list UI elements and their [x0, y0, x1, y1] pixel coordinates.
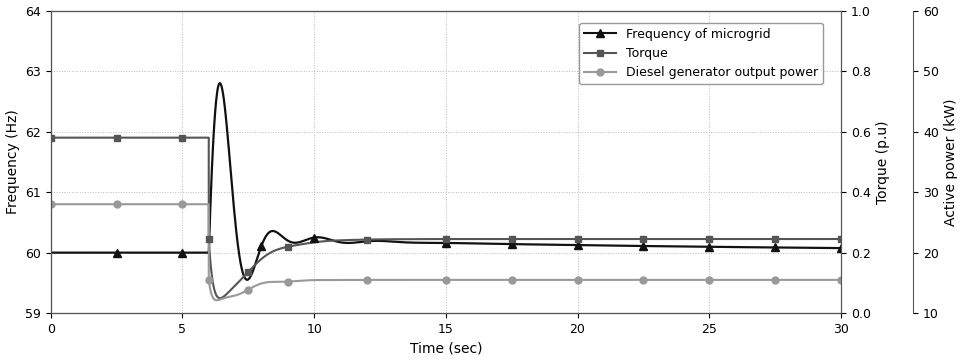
Y-axis label: Torque (p.u): Torque (p.u): [876, 120, 890, 204]
Y-axis label: Active power (kW): Active power (kW): [945, 98, 958, 226]
Legend: Frequency of microgrid, Torque, Diesel generator output power: Frequency of microgrid, Torque, Diesel g…: [579, 23, 823, 84]
Y-axis label: Frequency (Hz): Frequency (Hz): [6, 109, 19, 214]
X-axis label: Time (sec): Time (sec): [410, 342, 482, 356]
